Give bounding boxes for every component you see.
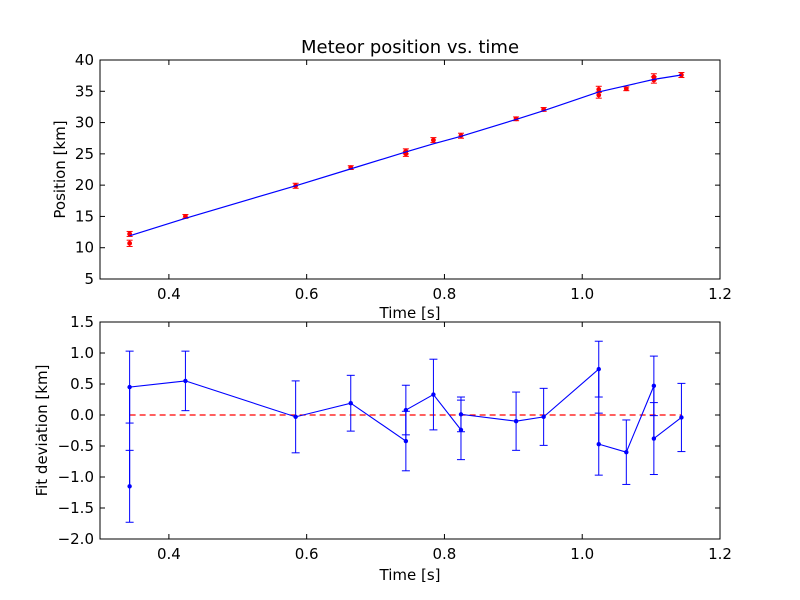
deviation-data-point xyxy=(596,366,601,372)
deviation-y-tick-label: −2.0 xyxy=(58,530,94,548)
position-data-point xyxy=(431,137,436,143)
position-data-point xyxy=(596,87,602,92)
position-y-tick-label: 35 xyxy=(75,82,94,100)
position-plot-ticks: 0.4 0.6 0.8 1.0 1.2 5 10 15 20 25 30 35 40 xyxy=(75,51,732,303)
position-x-tick-label: 1.2 xyxy=(708,285,732,303)
deviation-plot-marks xyxy=(125,340,686,523)
position-plot-frame xyxy=(99,59,721,280)
position-x-tick-label: 1.0 xyxy=(570,285,594,303)
deviation-y-tick-label: −0.5 xyxy=(58,437,94,455)
position-fit-line xyxy=(129,74,682,237)
deviation-data-point xyxy=(541,414,546,420)
deviation-y-axis-label: Fit deviation [km] xyxy=(33,365,51,497)
position-data-point xyxy=(623,86,629,92)
deviation-data-point xyxy=(596,441,601,447)
deviation-x-tick-label: 0.4 xyxy=(157,545,181,563)
deviation-data-point xyxy=(458,412,464,417)
deviation-panel: 0.4 0.6 0.8 1.0 1.2 −2.0 −1.5 −1.0 −0.5 0.0 0.5 1.0… xyxy=(33,313,732,584)
deviation-data-point xyxy=(651,383,657,389)
position-x-tick-label: 0.4 xyxy=(157,285,181,303)
deviation-y-tick-label: 0.5 xyxy=(70,375,94,393)
deviation-data-point xyxy=(431,392,436,397)
position-data-point xyxy=(596,92,602,98)
deviation-data-point xyxy=(651,436,657,441)
deviation-y-tick-label: −1.0 xyxy=(58,468,94,486)
position-data-point xyxy=(127,240,133,246)
position-y-tick-label: 25 xyxy=(75,145,94,163)
deviation-data-point xyxy=(127,484,132,489)
deviation-y-tick-label: 1.5 xyxy=(70,313,94,331)
deviation-data-point xyxy=(679,415,684,420)
deviation-plot-ticks: 0.4 0.6 0.8 1.0 1.2 −2.0 −1.5 −1.0 −0.5 0.0 0.5 1.0… xyxy=(58,313,732,563)
deviation-data-point xyxy=(293,414,298,420)
position-y-axis-label: Position [km] xyxy=(51,120,69,218)
deviation-y-tick-label: −1.5 xyxy=(58,499,94,517)
deviation-data-point xyxy=(403,438,409,444)
deviation-y-tick-label: 0.0 xyxy=(70,406,94,424)
position-y-tick-label: 20 xyxy=(75,176,94,194)
position-plot-marks xyxy=(126,72,685,247)
position-y-tick-label: 10 xyxy=(75,239,94,257)
position-panel: 0.4 0.6 0.8 1.0 1.2 5 10 15 20 25 30 35 40 Meteor po… xyxy=(51,37,732,322)
position-y-tick-label: 5 xyxy=(84,270,94,288)
deviation-x-axis-label: Time [s] xyxy=(379,566,441,584)
deviation-data-point xyxy=(183,378,188,384)
position-y-tick-label: 30 xyxy=(75,114,94,132)
deviation-data-point xyxy=(403,407,409,413)
deviation-x-tick-label: 1.2 xyxy=(708,545,732,563)
position-y-tick-label: 15 xyxy=(75,207,94,225)
chart-title: Meteor position vs. time xyxy=(301,37,519,58)
deviation-y-tick-label: 1.0 xyxy=(70,344,94,362)
position-data-point xyxy=(651,74,657,80)
deviation-data-point xyxy=(127,384,132,390)
position-y-tick-label: 40 xyxy=(75,51,94,69)
deviation-data-point xyxy=(348,401,353,406)
deviation-data-point xyxy=(624,450,629,455)
deviation-x-tick-label: 0.6 xyxy=(295,545,319,563)
position-x-tick-label: 0.8 xyxy=(433,285,457,303)
position-x-tick-label: 0.6 xyxy=(295,285,319,303)
deviation-data-point xyxy=(513,419,519,424)
deviation-x-tick-label: 0.8 xyxy=(433,545,457,563)
deviation-plot-frame xyxy=(99,321,721,540)
position-x-axis-label: Time [s] xyxy=(379,304,441,322)
deviation-x-tick-label: 1.0 xyxy=(570,545,594,563)
